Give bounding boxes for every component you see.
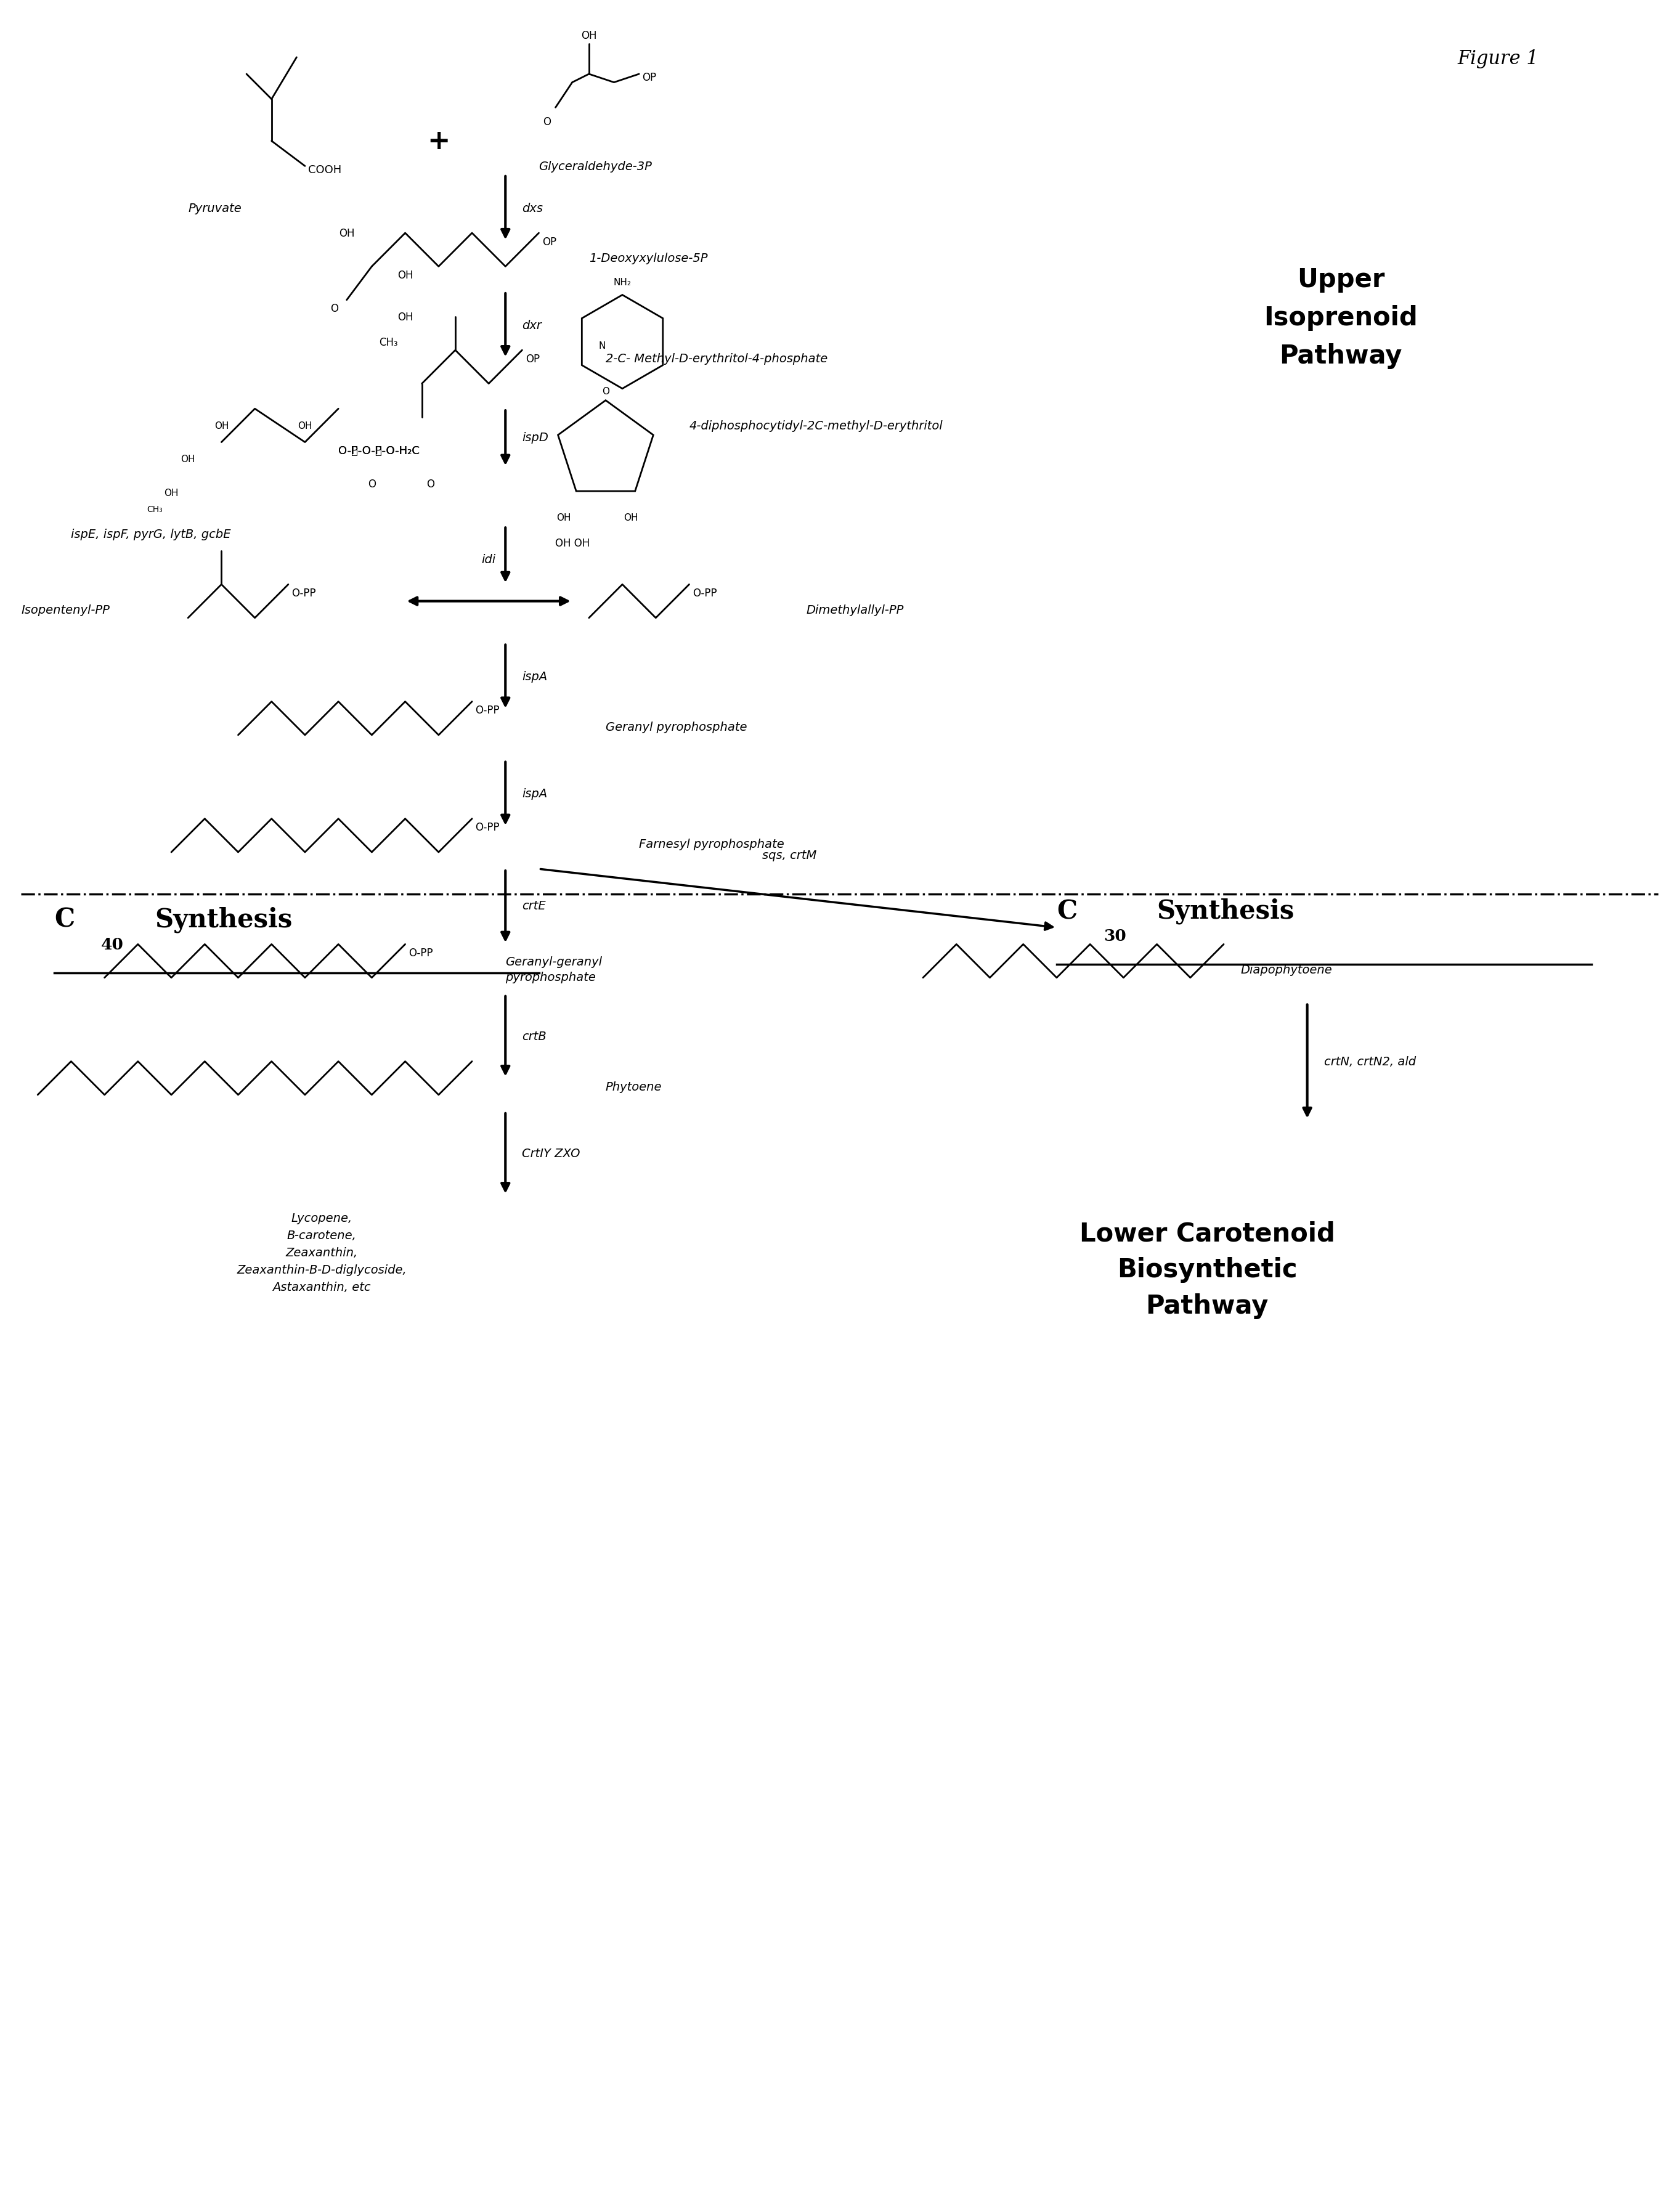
Text: OP: OP [526, 354, 539, 365]
Text: CH₃: CH₃ [146, 504, 163, 513]
Text: dxs: dxs [522, 204, 542, 215]
Text: ispA: ispA [522, 670, 547, 684]
Text: N: N [599, 341, 606, 349]
Text: Geranyl pyrophosphate: Geranyl pyrophosphate [606, 721, 747, 732]
Text: Diapophytoene: Diapophytoene [1241, 964, 1331, 975]
Text: crtE: crtE [522, 900, 546, 911]
Text: COOH: COOH [309, 164, 343, 175]
Text: Synthesis: Synthesis [1157, 898, 1295, 925]
Text: OP: OP [542, 237, 556, 248]
Text: Figure 1: Figure 1 [1457, 49, 1538, 69]
Text: O: O [544, 117, 551, 128]
Text: OH: OH [398, 312, 413, 323]
Text: O-PP: O-PP [475, 823, 500, 834]
Text: dxr: dxr [522, 321, 542, 332]
Text: sqs, crtM: sqs, crtM [762, 849, 816, 860]
Text: OH: OH [181, 456, 195, 465]
Text: Lower Carotenoid
Biosynthetic
Pathway: Lower Carotenoid Biosynthetic Pathway [1080, 1221, 1335, 1318]
Text: O: O [331, 303, 339, 314]
Text: Isopentenyl-PP: Isopentenyl-PP [20, 604, 109, 615]
Text: OH OH: OH OH [554, 538, 589, 549]
Text: 40: 40 [101, 938, 124, 951]
Text: OH: OH [398, 270, 413, 281]
Text: O-PP: O-PP [408, 947, 433, 958]
Text: OH: OH [339, 228, 354, 239]
Text: O: O [368, 480, 376, 491]
Text: OH: OH [165, 489, 178, 498]
Text: OH: OH [623, 513, 638, 522]
Text: CrtIY ZXO: CrtIY ZXO [522, 1148, 581, 1159]
Text: O: O [426, 480, 435, 491]
Text: C: C [54, 907, 76, 933]
Text: 2-C- Methyl-D-erythritol-4-phosphate: 2-C- Methyl-D-erythritol-4-phosphate [606, 354, 828, 365]
Text: Glyceraldehyde-3P: Glyceraldehyde-3P [539, 161, 651, 173]
Text: Synthesis: Synthesis [154, 907, 292, 933]
Text: idi: idi [482, 553, 495, 566]
Text: 4-diphosphocytidyl-2C-methyl-D-erythritol: 4-diphosphocytidyl-2C-methyl-D-erythrito… [688, 420, 944, 431]
Text: C: C [1056, 898, 1076, 925]
Text: 1-Deoxyxylulose-5P: 1-Deoxyxylulose-5P [589, 252, 707, 265]
Text: Phytoene: Phytoene [606, 1082, 662, 1093]
Text: CH₃: CH₃ [379, 336, 398, 347]
Text: NH₂: NH₂ [613, 279, 631, 288]
Text: O-ⓟ-O-ⓟ-O-H₂C: O-ⓟ-O-ⓟ-O-H₂C [339, 445, 420, 456]
Text: crtB: crtB [522, 1031, 547, 1042]
Text: ispA: ispA [522, 787, 547, 801]
Text: OH: OH [215, 420, 228, 431]
Text: OH: OH [581, 31, 596, 42]
Text: Geranyl-geranyl
pyrophosphate: Geranyl-geranyl pyrophosphate [505, 956, 603, 982]
Text: ispE, ispF, pyrG, lytB, gcbE: ispE, ispF, pyrG, lytB, gcbE [71, 529, 232, 540]
Text: O-PP: O-PP [292, 588, 316, 599]
Text: O: O [603, 387, 609, 396]
Text: OH: OH [297, 420, 312, 431]
Text: O-PP: O-PP [692, 588, 717, 599]
Text: O-PP: O-PP [475, 706, 500, 717]
Text: OP: OP [643, 73, 656, 84]
Text: crtN, crtN2, ald: crtN, crtN2, ald [1325, 1055, 1415, 1068]
Text: Pyruvate: Pyruvate [188, 204, 242, 215]
Text: Upper
Isoprenoid
Pathway: Upper Isoprenoid Pathway [1264, 268, 1417, 369]
Text: 30: 30 [1103, 929, 1127, 945]
Text: Lycopene,
B-carotene,
Zeaxanthin,
Zeaxanthin-B-D-diglycoside,
Astaxanthin, etc: Lycopene, B-carotene, Zeaxanthin, Zeaxan… [237, 1212, 406, 1294]
Text: ispD: ispD [522, 431, 549, 442]
Text: OH: OH [557, 513, 571, 522]
Text: +: + [426, 128, 450, 155]
Text: Dimethylallyl-PP: Dimethylallyl-PP [806, 604, 903, 615]
Text: Farnesyl pyrophosphate: Farnesyl pyrophosphate [640, 838, 784, 849]
Text: O-P-O-P-O-H₂C: O-P-O-P-O-H₂C [339, 445, 420, 456]
